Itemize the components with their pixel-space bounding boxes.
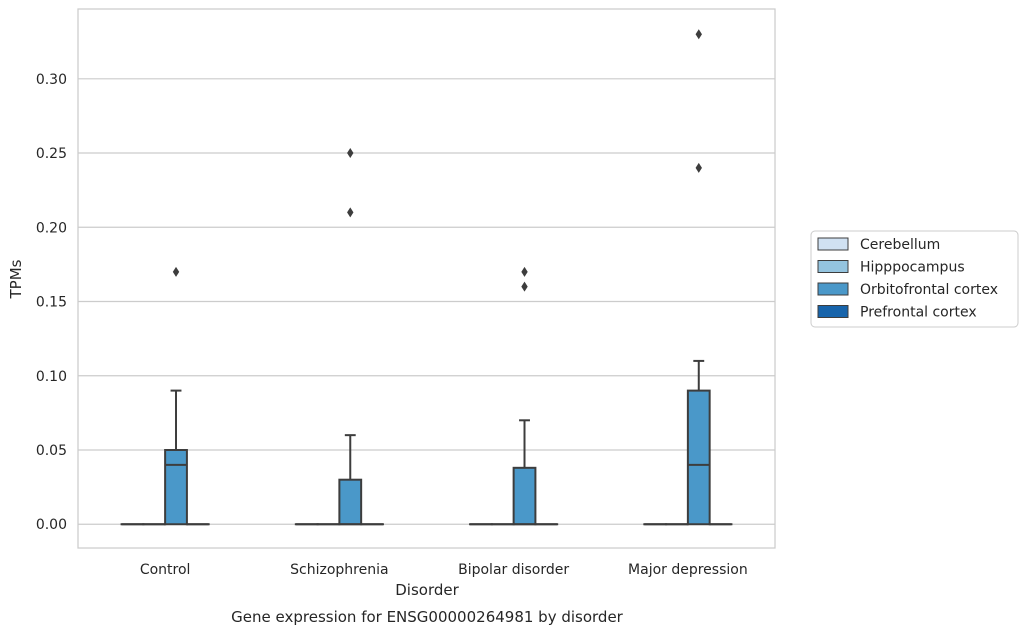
y-axis-label: TPMs	[7, 259, 25, 299]
y-tick-label: 0.05	[36, 443, 67, 459]
y-tick-label: 0.10	[36, 369, 67, 385]
outlier-point	[347, 207, 354, 218]
legend: Cerebellum Hipppocampus Orbitofrontal cort…	[810, 230, 1019, 328]
outlier-point	[521, 281, 528, 292]
x-tick-label: Major depression	[628, 562, 748, 578]
x-tick-label: Schizophrenia	[290, 562, 388, 578]
gridlines	[78, 78, 775, 525]
y-axis-ticks: 0.00 0.05 0.10 0.15 0.20 0.25 0.30	[36, 72, 67, 533]
legend-frame	[810, 230, 1019, 328]
box-group	[643, 29, 733, 526]
y-tick-label: 0.30	[36, 72, 67, 88]
outlier-point	[521, 266, 528, 277]
plot-frame	[77, 8, 776, 549]
legend-label: Hipppocampus	[860, 260, 965, 276]
plot-area	[120, 29, 733, 526]
box	[164, 449, 188, 526]
box-group	[469, 266, 559, 526]
y-tick-label: 0.25	[36, 146, 67, 162]
box	[686, 389, 711, 526]
box	[512, 466, 537, 526]
x-tick-label: Control	[140, 562, 191, 578]
legend-swatch	[817, 237, 849, 251]
y-tick-label: 0.15	[36, 295, 67, 311]
box-group	[120, 266, 210, 526]
legend-swatch	[817, 305, 849, 318]
x-tick-label: Bipolar disorder	[458, 562, 569, 578]
box	[338, 478, 363, 526]
legend-label: Orbitofrontal cortex	[860, 282, 998, 298]
outlier-point	[347, 148, 354, 159]
chart-caption: Gene expression for ENSG00000264981 by d…	[231, 608, 624, 626]
box-group	[294, 148, 384, 526]
outlier-point	[695, 162, 702, 173]
x-axis-label: Disorder	[395, 581, 459, 599]
outlier-point	[695, 29, 702, 40]
legend-label: Cerebellum	[860, 237, 940, 253]
legend-swatch	[817, 260, 849, 273]
y-tick-label: 0.20	[36, 220, 67, 236]
legend-swatch	[817, 282, 849, 296]
legend-label: Prefrontal cortex	[860, 305, 977, 321]
outlier-point	[172, 266, 180, 277]
y-tick-label: 0.00	[36, 517, 67, 533]
x-axis-ticks: Control Schizophrenia Bipolar disorder Majo…	[140, 562, 748, 578]
